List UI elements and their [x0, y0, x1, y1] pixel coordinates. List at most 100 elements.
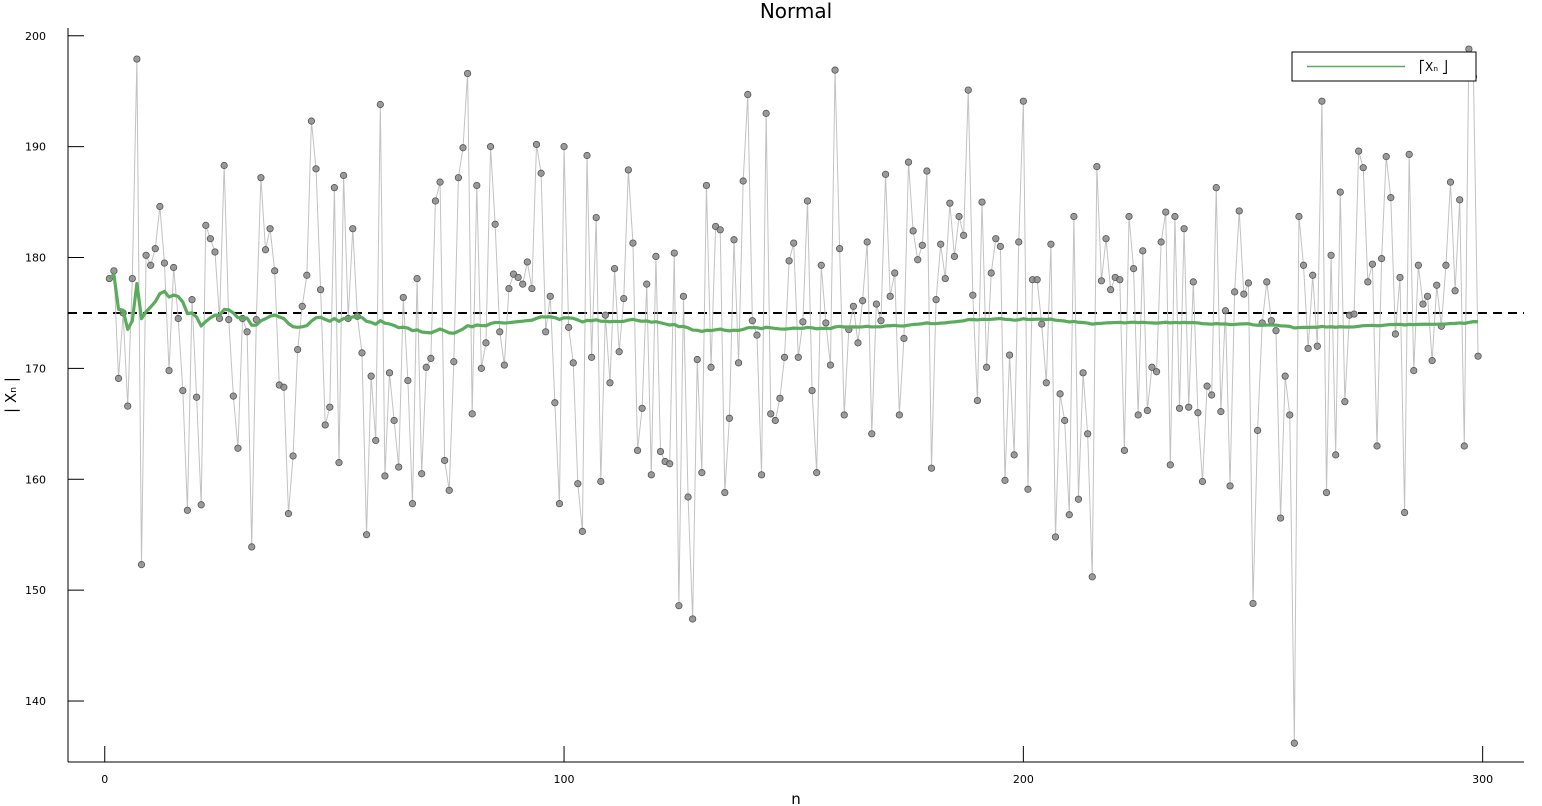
- data-point: [317, 286, 325, 294]
- data-point: [946, 199, 954, 207]
- data-point: [1001, 476, 1009, 484]
- data-point: [1414, 261, 1422, 269]
- data-point: [261, 246, 270, 254]
- data-point: [1309, 271, 1317, 279]
- data-point: [1299, 261, 1308, 269]
- data-point: [339, 171, 348, 180]
- data-point: [960, 231, 968, 239]
- data-point: [114, 374, 123, 382]
- data-point: [987, 269, 995, 277]
- y-tick-label: 200: [25, 30, 46, 43]
- data-point: [156, 202, 164, 211]
- data-point: [165, 367, 173, 375]
- data-point: [702, 181, 711, 190]
- data-point: [1038, 320, 1046, 328]
- data-point: [1446, 178, 1455, 186]
- data-point: [601, 311, 609, 319]
- data-point: [1396, 273, 1404, 282]
- data-point: [271, 267, 279, 275]
- data-point: [1194, 409, 1202, 417]
- data-point: [1226, 482, 1234, 490]
- data-point: [1139, 247, 1147, 255]
- data-point: [1024, 485, 1032, 493]
- data-point: [1203, 382, 1211, 390]
- data-point: [1290, 739, 1298, 747]
- data-point: [1019, 97, 1027, 105]
- data-point: [294, 345, 302, 354]
- data-point: [362, 531, 371, 539]
- data-point: [174, 314, 182, 323]
- data-point: [1143, 406, 1151, 415]
- x-tick-label: 200: [1013, 773, 1034, 786]
- data-point: [546, 292, 554, 300]
- data-point: [307, 117, 316, 125]
- data-point: [574, 480, 582, 488]
- data-point: [312, 165, 320, 173]
- axes: [67, 28, 1524, 763]
- data-point: [1382, 153, 1390, 161]
- data-point: [1304, 344, 1312, 353]
- data-point: [707, 363, 715, 371]
- data-point: [638, 404, 646, 412]
- y-tick-label: 180: [25, 252, 46, 265]
- data-point: [1313, 342, 1321, 350]
- data-point: [840, 411, 848, 419]
- raw-series-line: [108, 48, 1479, 744]
- data-point: [1070, 212, 1078, 221]
- data-point: [1010, 451, 1018, 459]
- data-point: [170, 263, 178, 272]
- data-point: [794, 353, 802, 361]
- data-point: [151, 245, 159, 253]
- data-point: [1093, 162, 1101, 171]
- data-point: [1097, 277, 1106, 285]
- data-point: [1272, 327, 1280, 335]
- data-point: [514, 273, 522, 282]
- data-point: [266, 225, 274, 233]
- data-point: [656, 447, 665, 456]
- data-point: [257, 174, 265, 182]
- data-point: [555, 500, 564, 508]
- data-point: [854, 339, 862, 347]
- y-axis-label: | Xₙ |: [2, 377, 20, 413]
- data-point: [569, 359, 577, 367]
- data-point: [877, 317, 885, 325]
- y-tick-label: 160: [25, 473, 46, 486]
- data-point: [523, 258, 531, 266]
- data-point: [1235, 207, 1243, 215]
- data-point: [252, 316, 260, 324]
- data-point: [1217, 408, 1225, 416]
- data-point: [418, 470, 426, 478]
- data-point: [532, 140, 541, 149]
- data-point: [914, 256, 922, 264]
- data-point: [606, 379, 614, 387]
- data-point: [1474, 352, 1482, 360]
- data-point: [996, 242, 1004, 251]
- data-point: [950, 252, 959, 261]
- data-point: [505, 284, 513, 293]
- data-point: [330, 184, 338, 192]
- data-point: [477, 364, 485, 372]
- data-point: [1327, 251, 1335, 259]
- data-point: [1051, 533, 1060, 541]
- data-point: [422, 363, 430, 371]
- data-point: [734, 359, 743, 367]
- y-ticks: 140 150 160 170 180 190 200: [25, 30, 84, 708]
- data-point: [808, 386, 816, 395]
- data-point: [358, 349, 366, 357]
- data-point: [992, 235, 1000, 243]
- data-point: [1015, 238, 1023, 246]
- data-point: [817, 261, 825, 269]
- data-point: [1162, 208, 1170, 216]
- data-point: [730, 236, 738, 244]
- data-point: [413, 274, 421, 283]
- data-point: [1125, 212, 1133, 221]
- data-point: [1267, 317, 1275, 325]
- data-point: [335, 459, 343, 467]
- data-point: [551, 399, 559, 407]
- data-point: [927, 464, 936, 472]
- data-point: [1391, 330, 1399, 338]
- data-point: [652, 252, 660, 261]
- data-point: [964, 86, 972, 94]
- data-point: [1240, 290, 1248, 298]
